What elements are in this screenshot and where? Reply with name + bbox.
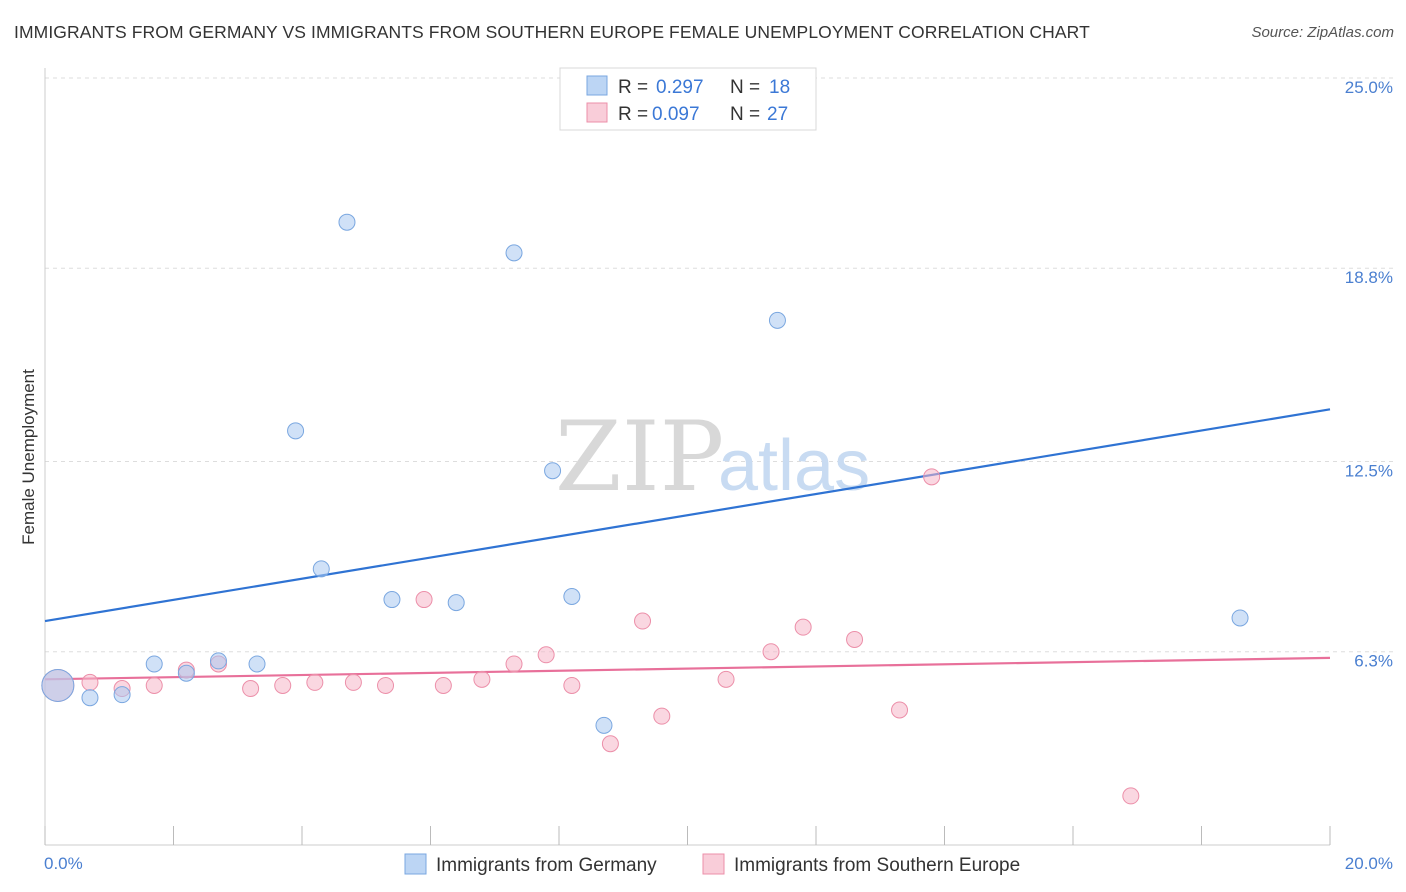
chart-title: IMMIGRANTS FROM GERMANY VS IMMIGRANTS FR… xyxy=(14,22,1090,42)
point-southern-europe-3 xyxy=(145,676,163,694)
point-southern-europe-8 xyxy=(306,673,324,691)
point-germany-5 xyxy=(209,652,227,670)
point-germany-16 xyxy=(768,311,786,329)
point-germany-8 xyxy=(312,560,330,578)
point-germany-4 xyxy=(177,664,195,682)
point-southern-europe-19 xyxy=(653,707,671,725)
point-southern-europe-26 xyxy=(1122,787,1140,805)
legend-r-value-southern-europe: 0.097 xyxy=(652,104,700,125)
watermark-atlas: atlas xyxy=(718,426,870,506)
x-tick-label-min: 0.0% xyxy=(44,854,83,873)
legend: R = 0.297 N = 18 R = 0.097 N = 27 xyxy=(559,67,817,131)
watermark: ZIP atlas xyxy=(555,401,870,513)
point-southern-europe-10 xyxy=(377,676,395,694)
legend-swatch-germany xyxy=(586,75,608,96)
point-southern-europe-13 xyxy=(473,670,491,688)
legend-r-label-germany: R = xyxy=(618,77,648,98)
legend-n-label-germany: N = xyxy=(730,77,760,98)
legend-n-value-germany: 18 xyxy=(769,77,790,98)
point-germany-7 xyxy=(287,422,305,440)
point-germany-9 xyxy=(338,213,356,231)
y-tick-labels: 6.3% 12.5% 18.8% 25.0% xyxy=(1345,78,1393,671)
point-southern-europe-18 xyxy=(634,612,652,630)
point-southern-europe-25 xyxy=(923,468,941,486)
trend-line-1 xyxy=(44,656,1331,681)
bottom-legend-swatch-germany xyxy=(404,853,427,875)
point-southern-europe-23 xyxy=(846,630,864,648)
point-germany-0 xyxy=(41,668,75,702)
x-tick-label-max: 20.0% xyxy=(1345,854,1393,873)
point-southern-europe-12 xyxy=(434,676,452,694)
point-southern-europe-6 xyxy=(242,680,260,698)
source-label: Source: ZipAtlas.com xyxy=(1251,24,1394,41)
point-germany-1 xyxy=(81,689,99,707)
legend-n-value-southern-europe: 27 xyxy=(767,104,788,125)
point-germany-14 xyxy=(563,587,581,605)
y-tick-label-0: 6.3% xyxy=(1354,652,1393,671)
y-axis-label: Female Unemployment xyxy=(19,369,38,545)
x-ticks xyxy=(44,826,1331,845)
point-germany-6 xyxy=(248,655,266,673)
point-southern-europe-9 xyxy=(344,673,362,691)
bottom-legend: Immigrants from Germany Immigrants from … xyxy=(404,853,1020,876)
point-southern-europe-1 xyxy=(81,673,99,691)
point-southern-europe-7 xyxy=(274,676,292,694)
legend-n-label-southern-europe: N = xyxy=(730,104,760,125)
point-southern-europe-17 xyxy=(601,735,619,753)
point-germany-3 xyxy=(145,655,163,673)
trend-line-0 xyxy=(44,408,1331,623)
grid-lines xyxy=(45,77,1393,653)
point-germany-12 xyxy=(505,244,523,262)
point-southern-europe-16 xyxy=(563,676,581,694)
y-tick-label-2: 18.8% xyxy=(1345,268,1393,287)
point-germany-13 xyxy=(544,462,562,480)
legend-r-value-germany: 0.297 xyxy=(656,77,704,98)
point-germany-17 xyxy=(1231,609,1249,627)
bottom-legend-label-germany: Immigrants from Germany xyxy=(436,855,657,876)
point-southern-europe-24 xyxy=(891,701,909,719)
legend-r-label-southern-europe: R = xyxy=(618,104,648,125)
point-southern-europe-20 xyxy=(717,670,735,688)
y-tick-label-1: 12.5% xyxy=(1345,462,1393,481)
point-southern-europe-22 xyxy=(794,618,812,636)
point-southern-europe-21 xyxy=(762,643,780,661)
bottom-legend-label-southern-europe: Immigrants from Southern Europe xyxy=(734,855,1020,876)
trend-lines xyxy=(44,408,1331,681)
y-tick-label-3: 25.0% xyxy=(1345,78,1393,97)
point-southern-europe-14 xyxy=(505,655,523,673)
point-southern-europe-15 xyxy=(537,646,555,664)
point-germany-2 xyxy=(113,686,131,704)
point-germany-10 xyxy=(383,591,401,609)
point-germany-15 xyxy=(595,716,613,734)
point-southern-europe-11 xyxy=(415,591,433,609)
point-germany-11 xyxy=(447,594,465,612)
legend-swatch-southern-europe xyxy=(586,102,608,123)
bottom-legend-swatch-southern-europe xyxy=(702,853,725,875)
watermark-zip: ZIP xyxy=(555,401,724,513)
data-points xyxy=(41,213,1249,805)
